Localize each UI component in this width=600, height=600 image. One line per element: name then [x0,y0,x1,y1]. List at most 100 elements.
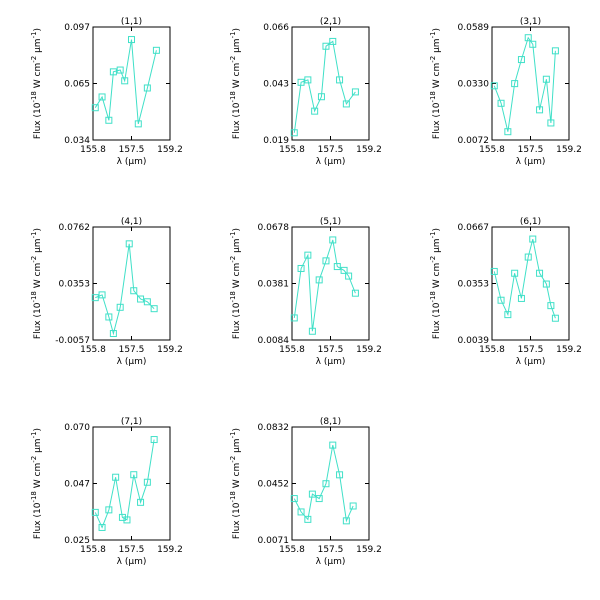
data-point [351,88,359,96]
panel-title: (2,1) [320,17,341,27]
x-tick-label: 155.8 [279,145,305,155]
x-axis-label: λ (μm) [316,357,346,367]
data-point [547,119,555,127]
data-point [511,269,519,277]
y-tick-label: 0.097 [64,23,90,33]
data-point [333,263,341,271]
data-point [116,303,124,311]
y-tick-label: 0.0762 [59,223,91,233]
y-tick-label: 0.0667 [458,223,490,233]
data-point [342,517,350,525]
data-point [137,295,145,303]
y-tick-label: 0.019 [263,136,289,146]
y-tick-label: 0.0452 [258,480,290,490]
x-tick-label: 157.5 [119,145,145,155]
panel-6: (6,1) 155.8 157.5 159.2 0.0039 0.0353 0.0667 λ … [429,217,582,367]
x-axis-label: λ (μm) [516,157,546,167]
data-point [91,294,99,302]
y-tick-label: 0.065 [64,80,90,90]
data-point [116,66,124,74]
data-point [125,240,133,248]
data-point [137,498,145,506]
y-tick-label: 0.0353 [458,280,490,290]
y-tick-label: 0.0071 [258,536,290,546]
panel-title: (6,1) [520,217,541,227]
y-tick-label: 0.0832 [258,423,290,433]
y-tick-label: 0.0589 [458,23,490,33]
data-point [98,93,106,101]
panel-title: (8,1) [320,417,341,427]
data-point [329,441,337,449]
data-point [311,107,319,115]
y-tick-label: -0.0057 [55,336,90,346]
data-point [297,508,305,516]
series-line [293,40,356,133]
axes-frame [291,226,370,341]
data-point [109,68,117,76]
data-point [297,78,305,86]
series-line [293,444,354,523]
data-point [315,276,323,284]
data-point [150,436,158,444]
x-tick-label: 155.8 [80,145,106,155]
data-point [497,296,505,304]
x-tick-label: 157.5 [518,145,544,155]
x-tick-label: 159.2 [157,145,183,155]
data-point [329,236,337,244]
series-line [94,39,157,125]
x-tick-label: 159.2 [556,145,582,155]
x-tick-label: 157.5 [518,345,544,355]
y-axis-label: Flux (10-18 W cm-2 μm-1) [229,428,242,539]
x-axis-label: λ (μm) [316,557,346,567]
data-point [152,46,160,54]
panel-title: (5,1) [320,217,341,227]
y-tick-label: 0.0381 [258,280,290,290]
x-tick-label: 159.2 [356,145,382,155]
data-point [342,100,350,108]
data-point [504,128,512,136]
data-point [290,495,298,503]
x-tick-label: 155.8 [279,545,305,555]
x-tick-label: 155.8 [479,145,505,155]
y-tick-label: 0.025 [64,536,90,546]
x-tick-label: 157.5 [119,545,145,555]
data-point [336,471,344,479]
data-point [329,37,337,45]
y-tick-label: 0.0353 [59,280,91,290]
x-axis-label: λ (μm) [117,557,147,567]
data-point [98,291,106,299]
axes-frame [92,426,171,541]
panel-title: (3,1) [520,17,541,27]
data-point [143,298,151,306]
x-tick-label: 155.8 [279,345,305,355]
data-point [105,116,113,124]
x-tick-label: 157.5 [318,345,344,355]
data-point [497,99,505,107]
data-point [524,34,532,42]
data-point [315,495,323,503]
y-axis-label: Flux (10-18 W cm-2 μm-1) [429,28,442,139]
data-point [91,104,99,112]
data-point [345,272,353,280]
data-point [112,473,120,481]
panel-5: (5,1) 155.8 157.5 159.2 0.0084 0.0381 0.0678 λ … [229,217,382,367]
data-point [143,84,151,92]
y-axis-label: Flux (10-18 W cm-2 μm-1) [30,428,43,539]
data-point [105,313,113,321]
y-tick-label: 0.066 [263,23,289,33]
x-axis-label: λ (μm) [117,157,147,167]
data-point [536,269,544,277]
data-point [130,471,138,479]
y-tick-label: 0.0084 [258,336,290,346]
panel-title: (7,1) [121,417,142,427]
data-point [349,502,357,510]
panel-4: (4,1) 155.8 157.5 159.2 -0.0057 0.0353 0.0762 λ… [30,217,183,367]
data-point [98,523,106,531]
data-point [322,480,330,488]
data-point [536,106,544,114]
y-tick-label: 0.0039 [458,336,490,346]
x-axis-label: λ (μm) [316,157,346,167]
x-tick-label: 159.2 [157,545,183,555]
y-axis-label: Flux (10-18 W cm-2 μm-1) [30,228,43,339]
y-axis-label: Flux (10-18 W cm-2 μm-1) [229,28,242,139]
